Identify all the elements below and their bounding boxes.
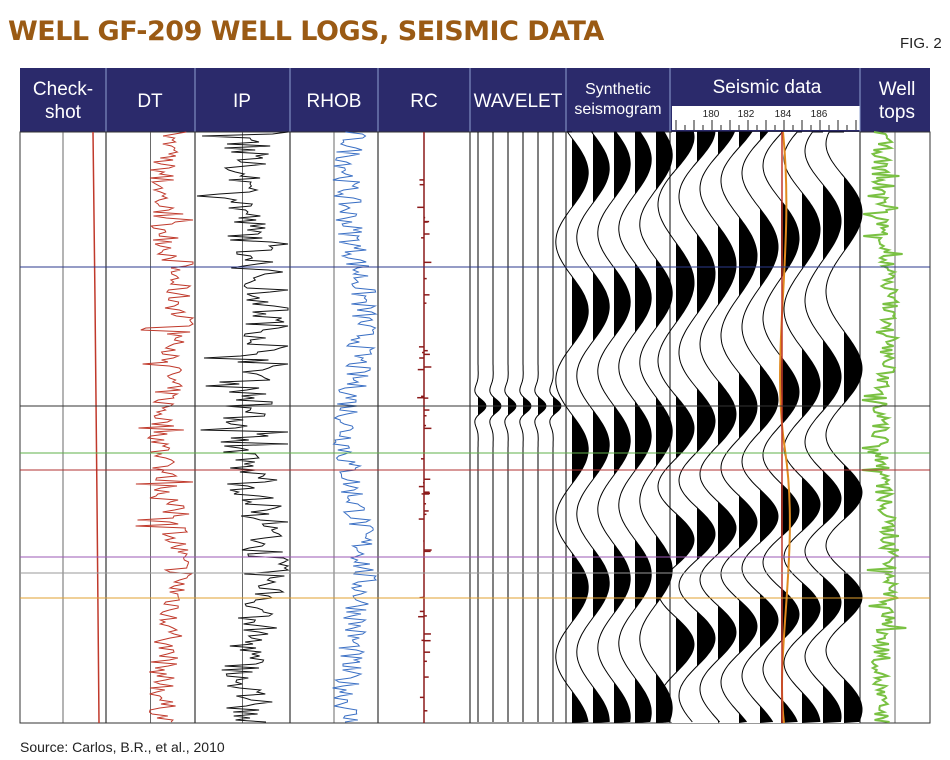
synthetic-trace-fill xyxy=(572,132,589,723)
header-synthetic-2: seismogram xyxy=(574,101,661,118)
synthetic-trace-fill xyxy=(614,132,631,723)
header-seismic: Seismic data xyxy=(713,77,822,98)
tick-184: 184 xyxy=(775,109,792,120)
synthetic-trace-fill xyxy=(635,132,652,723)
seismic-trace-fill xyxy=(823,132,841,723)
welltops-curve xyxy=(861,131,907,723)
header-welltops-2: tops xyxy=(879,102,915,123)
seismic-trace xyxy=(699,131,737,723)
dt-curve xyxy=(135,131,195,723)
figure-title: WELL GF-209 WELL LOGS, SEISMIC DATA xyxy=(8,16,604,47)
synthetic-trace xyxy=(576,131,610,722)
synthetic-trace xyxy=(639,131,673,723)
source-note: Source: Carlos, B.R., et al., 2010 xyxy=(20,739,225,755)
synthetic-trace xyxy=(555,131,589,723)
wavelet-trace xyxy=(504,132,517,722)
synthetic-trace xyxy=(618,131,652,723)
seismic-trace-fill xyxy=(802,132,820,723)
header-synthetic-1: Synthetic xyxy=(585,81,651,98)
wavelet-trace xyxy=(474,132,487,722)
seismic-trace-fill xyxy=(697,132,715,723)
well-synthetic-trace xyxy=(779,131,791,724)
rhob-curve xyxy=(332,131,378,723)
wavelet-trace xyxy=(519,132,532,722)
seismic-trace xyxy=(741,131,779,723)
wavelet-trace xyxy=(549,132,562,722)
seismic-trace xyxy=(657,131,695,723)
wavelet-trace xyxy=(489,132,502,722)
seismic-trace-fill xyxy=(676,132,694,723)
synthetic-trace-fill xyxy=(656,132,673,723)
synthetic-trace xyxy=(597,131,631,723)
tick-186: 186 xyxy=(811,109,828,120)
tick-182: 182 xyxy=(738,109,755,120)
header-rhob: RHOB xyxy=(307,91,362,112)
seismic-trace xyxy=(783,131,821,723)
header-ip: IP xyxy=(233,91,251,112)
checkshot-curve xyxy=(92,131,100,724)
seismic-trace-fill xyxy=(781,132,799,723)
seismic-trace-fill xyxy=(739,132,757,723)
header-wavelet: WAVELET xyxy=(474,91,563,112)
header-rc: RC xyxy=(410,91,437,112)
seismic-trace xyxy=(762,131,800,723)
synthetic-trace-fill xyxy=(593,132,610,723)
ip-curve xyxy=(196,131,290,723)
seismic-trace xyxy=(720,131,758,723)
header-checkshot-1: Check- xyxy=(33,79,93,100)
seismic-trace xyxy=(825,131,863,723)
header-checkshot-2: shot xyxy=(45,102,82,123)
header-welltops-1: Well xyxy=(879,79,916,100)
seismic-trace-fill xyxy=(718,132,736,723)
wavelet-trace xyxy=(534,132,547,722)
header-dt: DT xyxy=(137,91,163,112)
figure-label: FIG. 2 xyxy=(900,35,942,52)
seismic-trace xyxy=(804,131,842,723)
tick-180: 180 xyxy=(703,109,720,120)
seismic-trace xyxy=(678,131,716,723)
